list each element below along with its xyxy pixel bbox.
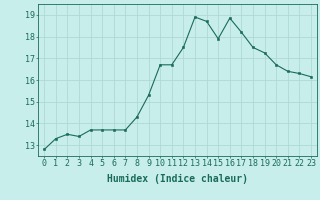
X-axis label: Humidex (Indice chaleur): Humidex (Indice chaleur) xyxy=(107,174,248,184)
